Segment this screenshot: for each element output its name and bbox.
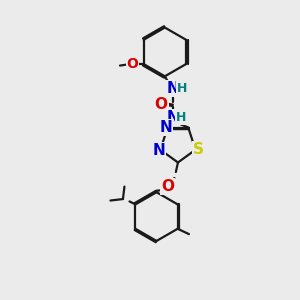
Text: H: H xyxy=(176,111,187,124)
Text: N: N xyxy=(166,81,179,96)
Text: N: N xyxy=(166,110,179,125)
Text: N: N xyxy=(159,120,172,135)
Text: O: O xyxy=(154,97,167,112)
Text: O: O xyxy=(127,57,138,71)
Text: S: S xyxy=(193,142,204,157)
Text: N: N xyxy=(153,143,165,158)
Text: H: H xyxy=(177,82,187,95)
Text: O: O xyxy=(161,179,174,194)
